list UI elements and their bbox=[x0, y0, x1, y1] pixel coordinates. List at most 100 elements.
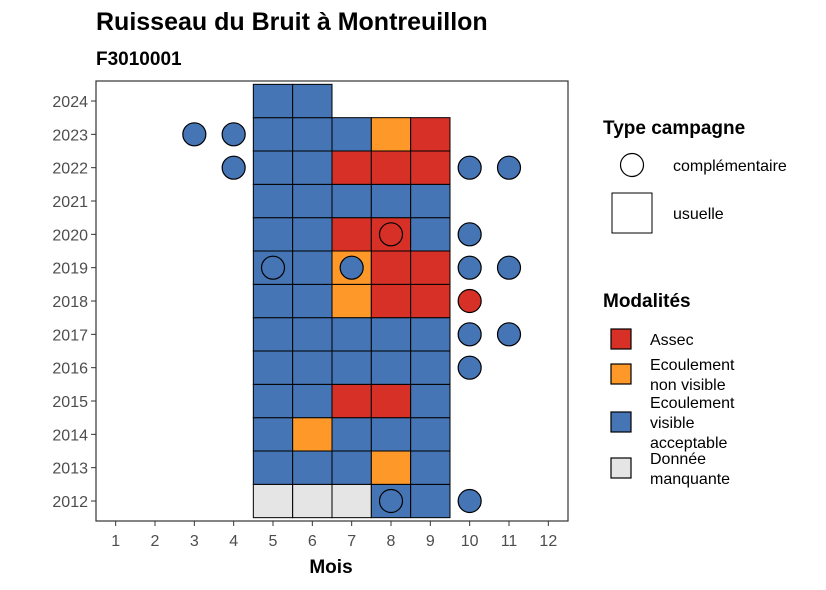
y-tick-label: 2021 bbox=[52, 194, 88, 211]
point-2019-7 bbox=[339, 255, 364, 280]
y-tick-label: 2024 bbox=[52, 94, 88, 111]
y-tick-label: 2018 bbox=[52, 294, 88, 311]
tile-2017-8 bbox=[370, 317, 412, 352]
tile-2012-6 bbox=[292, 483, 333, 519]
point-2020-10 bbox=[457, 222, 482, 247]
x-axis-title: Mois bbox=[309, 557, 352, 578]
x-tick-label: 3 bbox=[190, 533, 199, 550]
tile-2014-7 bbox=[331, 417, 372, 452]
point-2019-10 bbox=[457, 255, 482, 280]
tile-2019-9 bbox=[410, 250, 451, 285]
point-2020-8 bbox=[378, 222, 404, 247]
y-tick-label: 2015 bbox=[52, 394, 88, 411]
tile-2023-7 bbox=[331, 117, 372, 152]
point-2022-4 bbox=[221, 155, 246, 180]
y-tick-label: 2017 bbox=[52, 327, 88, 344]
point-2019-5 bbox=[260, 255, 286, 280]
complementaire-points bbox=[182, 122, 522, 514]
tile-2012-7 bbox=[331, 483, 372, 519]
tile-2017-6 bbox=[292, 317, 333, 352]
tile-2018-9 bbox=[410, 283, 451, 319]
tile-2020-9 bbox=[410, 217, 451, 252]
legend-label-assec: Assec bbox=[650, 332, 694, 349]
tile-2021-8 bbox=[370, 183, 412, 219]
tile-2013-9 bbox=[410, 450, 451, 485]
y-tick-label: 2016 bbox=[52, 361, 88, 378]
legend-key-ecoulement-visible-acceptable bbox=[610, 411, 632, 433]
point-2016-10 bbox=[457, 355, 482, 380]
y-tick-label: 2012 bbox=[52, 494, 88, 511]
axes: 1 2 3 4 5 6 7 8 9 10 11 122012201320142015201620172… bbox=[52, 80, 569, 550]
legend-type-title: Type campagne bbox=[603, 118, 745, 139]
x-tick-label: 5 bbox=[269, 533, 278, 550]
tile-2024-5 bbox=[252, 83, 294, 119]
legend-key-assec bbox=[610, 328, 632, 350]
tile-2023-6 bbox=[292, 117, 333, 152]
tile-2012-5 bbox=[252, 483, 294, 519]
point-2022-10 bbox=[457, 155, 482, 180]
usuelle-tiles bbox=[252, 83, 451, 519]
tile-2017-7 bbox=[331, 317, 372, 352]
tile-2021-7 bbox=[331, 183, 372, 219]
tile-2021-6 bbox=[292, 183, 333, 219]
legend-modalites-title: Modalités bbox=[603, 291, 691, 312]
point-2017-10 bbox=[457, 322, 482, 347]
point-2022-11 bbox=[496, 155, 522, 180]
tile-2015-7 bbox=[331, 383, 372, 419]
point-2023-4 bbox=[221, 122, 246, 147]
point-2023-3 bbox=[182, 122, 207, 147]
x-tick-label: 4 bbox=[229, 533, 238, 550]
tile-2023-9 bbox=[410, 117, 451, 152]
tile-2019-8 bbox=[370, 250, 412, 285]
legend-label-ecoulement-non-visible: Ecoulement non visible bbox=[650, 357, 735, 394]
y-tick-label: 2019 bbox=[52, 261, 88, 278]
tile-2016-8 bbox=[370, 350, 412, 385]
tile-2013-7 bbox=[331, 450, 372, 485]
tile-2013-8 bbox=[370, 450, 412, 485]
tile-2014-9 bbox=[410, 417, 451, 452]
tile-2022-7 bbox=[331, 150, 372, 185]
legend-label-usuelle: usuelle bbox=[673, 206, 724, 223]
tile-2024-6 bbox=[292, 83, 333, 119]
legend-key-complementaire bbox=[619, 152, 645, 178]
tile-2015-6 bbox=[292, 383, 333, 419]
x-tick-label: 11 bbox=[501, 533, 518, 550]
tile-2018-7 bbox=[331, 283, 372, 319]
x-tick-label: 6 bbox=[308, 533, 317, 550]
tile-2014-8 bbox=[370, 417, 412, 452]
tile-2022-6 bbox=[292, 150, 333, 185]
x-tick-label: 8 bbox=[387, 533, 396, 550]
tile-2012-9 bbox=[410, 483, 451, 519]
legend-label-donn-e-manquante: Donnée manquante bbox=[650, 451, 730, 488]
tile-2018-5 bbox=[252, 283, 294, 319]
tile-2023-8 bbox=[370, 117, 412, 152]
x-tick-label: 10 bbox=[461, 533, 479, 550]
tile-2018-6 bbox=[292, 283, 333, 319]
tile-2016-7 bbox=[331, 350, 372, 385]
tile-2021-9 bbox=[410, 183, 451, 219]
chart-title: Ruisseau du Bruit à Montreuillon bbox=[96, 8, 488, 36]
tile-2015-9 bbox=[410, 383, 451, 419]
legend-label-ecoulement-visible-acceptable: Ecoulement visible acceptable bbox=[650, 395, 735, 452]
tile-2019-6 bbox=[292, 250, 333, 285]
point-2019-11 bbox=[496, 255, 522, 280]
tile-2017-9 bbox=[410, 317, 451, 352]
tile-2016-9 bbox=[410, 350, 451, 385]
tile-2013-5 bbox=[252, 450, 294, 485]
point-2017-11 bbox=[496, 322, 522, 347]
tile-2022-5 bbox=[252, 150, 294, 185]
tile-2017-5 bbox=[252, 317, 294, 352]
tile-2021-5 bbox=[252, 183, 294, 219]
tile-2018-8 bbox=[370, 283, 412, 319]
tile-2020-5 bbox=[252, 217, 294, 252]
point-2018-10 bbox=[457, 288, 482, 314]
point-2012-10 bbox=[457, 488, 482, 514]
y-tick-label: 2022 bbox=[52, 161, 88, 178]
tile-2016-5 bbox=[252, 350, 294, 385]
x-tick-label: 12 bbox=[539, 533, 557, 550]
tile-2022-9 bbox=[410, 150, 451, 185]
x-tick-label: 1 bbox=[111, 533, 120, 550]
chart-subtitle: F3010001 bbox=[96, 49, 182, 70]
tile-2016-6 bbox=[292, 350, 333, 385]
tile-2022-8 bbox=[370, 150, 412, 185]
